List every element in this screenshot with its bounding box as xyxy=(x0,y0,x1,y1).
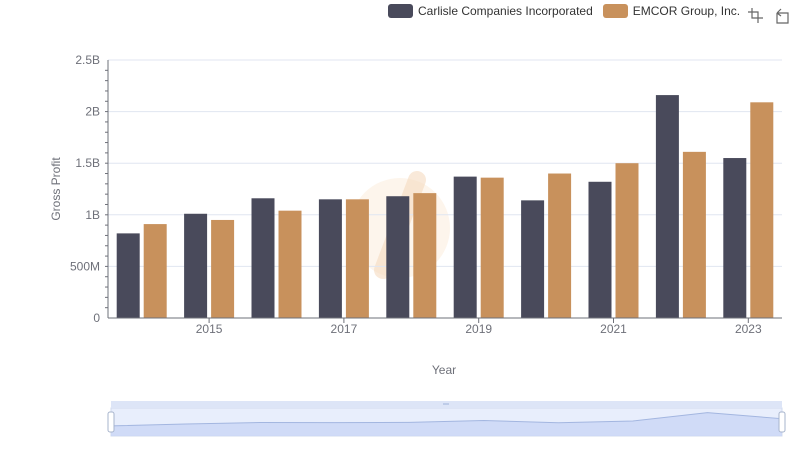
bar-emcor-2017[interactable] xyxy=(345,199,369,318)
bar-carlisle-2016[interactable] xyxy=(251,198,275,318)
bar-emcor-2014[interactable] xyxy=(143,224,167,318)
y-tick-label: 1.5B xyxy=(75,156,100,170)
data-zoom-slider[interactable] xyxy=(107,401,786,437)
bar-carlisle-2022[interactable] xyxy=(655,95,679,318)
x-tick-label: 2021 xyxy=(600,322,627,336)
y-tick-label: 500M xyxy=(70,259,100,273)
x-tick-label: 2019 xyxy=(465,322,492,336)
y-axis: 0 500M 1B 1.5B 2B 2.5B xyxy=(70,53,109,325)
bar-emcor-2021[interactable] xyxy=(615,163,639,318)
legend: Carlisle Companies Incorporated EMCOR Gr… xyxy=(388,4,750,18)
bar-emcor-2022[interactable] xyxy=(682,151,706,318)
bar-carlisle-2019[interactable] xyxy=(453,176,477,318)
legend-swatch-carlisle xyxy=(388,4,413,18)
bars xyxy=(116,95,774,318)
legend-item-carlisle[interactable]: Carlisle Companies Incorporated xyxy=(388,4,593,18)
y-gridlines xyxy=(108,59,782,319)
y-tick-label: 2B xyxy=(85,105,100,119)
bar-emcor-2023[interactable] xyxy=(750,102,774,318)
x-tick-label: 2023 xyxy=(735,322,762,336)
bar-carlisle-2018[interactable] xyxy=(386,196,410,318)
zoom-handle-left[interactable] xyxy=(107,411,115,433)
legend-item-emcor[interactable]: EMCOR Group, Inc. xyxy=(602,4,741,18)
x-tick-label: 2015 xyxy=(196,322,223,336)
bar-carlisle-2021[interactable] xyxy=(588,181,612,318)
y-tick-label: 1B xyxy=(85,208,100,222)
zoom-reset-icon[interactable] xyxy=(773,7,791,25)
bar-emcor-2019[interactable] xyxy=(480,177,504,318)
toolbox xyxy=(747,7,791,25)
y-tick-label: 2.5B xyxy=(75,53,100,67)
y-tick-label: 0 xyxy=(93,311,100,325)
bar-carlisle-2015[interactable] xyxy=(184,213,208,318)
x-tick-label: 2017 xyxy=(331,322,358,336)
bar-carlisle-2017[interactable] xyxy=(318,199,342,318)
bar-carlisle-2020[interactable] xyxy=(521,200,545,318)
bar-carlisle-2014[interactable] xyxy=(116,233,140,318)
zoom-handle-right[interactable] xyxy=(778,411,786,433)
legend-label-carlisle: Carlisle Companies Incorporated xyxy=(418,4,593,18)
bar-carlisle-2023[interactable] xyxy=(723,158,747,318)
zoom-preview-area xyxy=(111,412,782,436)
bar-emcor-2018[interactable] xyxy=(413,193,437,318)
data-zoom-icon[interactable] xyxy=(747,7,765,25)
bar-emcor-2020[interactable] xyxy=(548,173,572,318)
y-axis-title: Gross Profit xyxy=(49,157,63,221)
x-axis: 2015 2017 2019 2021 2023 xyxy=(108,317,782,336)
bar-emcor-2015[interactable] xyxy=(211,219,235,318)
legend-label-emcor: EMCOR Group, Inc. xyxy=(632,4,741,18)
x-axis-title: Year xyxy=(432,363,456,377)
bar-emcor-2016[interactable] xyxy=(278,210,302,318)
zoom-preview-line xyxy=(110,412,783,427)
legend-swatch-emcor xyxy=(602,4,628,18)
